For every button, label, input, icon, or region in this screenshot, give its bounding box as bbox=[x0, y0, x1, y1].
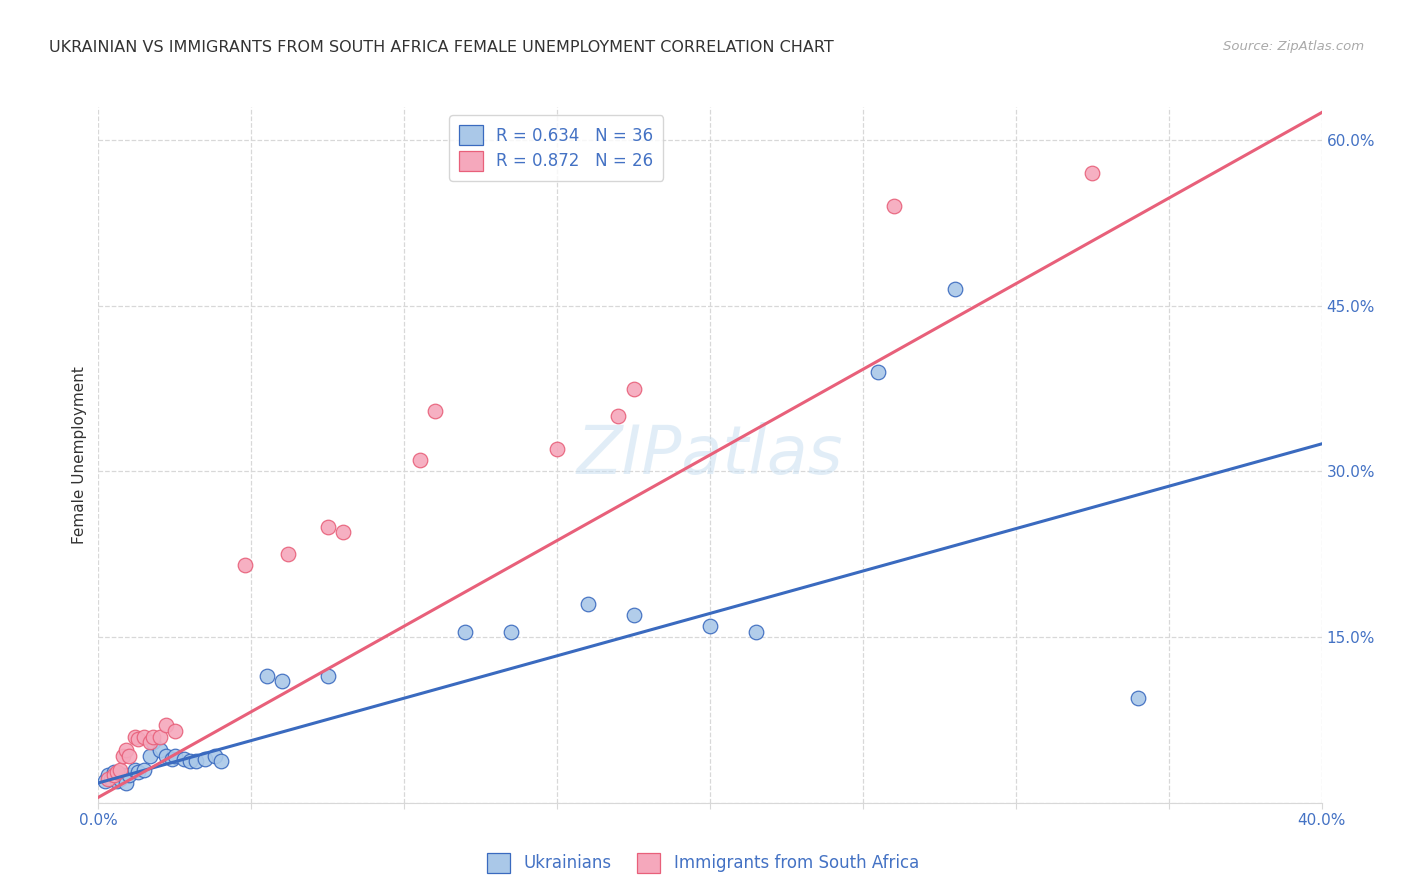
Point bbox=[408, 453, 430, 467]
Legend: Ukrainians, Immigrants from South Africa: Ukrainians, Immigrants from South Africa bbox=[481, 847, 925, 880]
Legend: R = 0.634   N = 36, R = 0.872   N = 26: R = 0.634 N = 36, R = 0.872 N = 26 bbox=[450, 115, 664, 180]
Point bbox=[1081, 166, 1104, 180]
Point bbox=[103, 768, 125, 782]
Point bbox=[943, 282, 966, 296]
Point bbox=[97, 768, 120, 782]
Point bbox=[316, 519, 339, 533]
Point bbox=[277, 547, 299, 561]
Point bbox=[868, 365, 890, 379]
Point bbox=[111, 749, 134, 764]
Point bbox=[100, 772, 122, 786]
Point bbox=[103, 764, 125, 779]
Point bbox=[118, 749, 141, 764]
Text: Source: ZipAtlas.com: Source: ZipAtlas.com bbox=[1223, 40, 1364, 54]
Point bbox=[883, 199, 905, 213]
Point bbox=[194, 751, 217, 765]
Point bbox=[149, 743, 172, 757]
Point bbox=[607, 409, 630, 424]
Point bbox=[127, 731, 149, 746]
Point bbox=[155, 749, 177, 764]
Point bbox=[134, 763, 156, 777]
Point bbox=[108, 763, 131, 777]
Point bbox=[1128, 690, 1150, 705]
Point bbox=[108, 772, 131, 786]
Point bbox=[745, 624, 768, 639]
Point bbox=[142, 730, 165, 744]
Point bbox=[139, 749, 162, 764]
Point bbox=[97, 772, 120, 786]
Point bbox=[332, 525, 354, 540]
Point bbox=[204, 749, 226, 764]
Point bbox=[163, 724, 186, 739]
Point bbox=[546, 442, 568, 457]
Point bbox=[149, 730, 172, 744]
Point bbox=[111, 768, 134, 782]
Point bbox=[127, 764, 149, 779]
Point bbox=[134, 730, 156, 744]
Point bbox=[623, 608, 645, 623]
Point bbox=[142, 735, 165, 749]
Point bbox=[699, 619, 721, 633]
Point bbox=[160, 751, 183, 765]
Point bbox=[124, 763, 146, 777]
Point bbox=[209, 754, 232, 768]
Point bbox=[173, 751, 195, 765]
Point bbox=[501, 624, 523, 639]
Point bbox=[124, 730, 146, 744]
Point bbox=[163, 749, 186, 764]
Point bbox=[105, 773, 128, 788]
Point bbox=[139, 735, 162, 749]
Point bbox=[105, 764, 128, 779]
Point bbox=[179, 754, 201, 768]
Point bbox=[93, 773, 115, 788]
Point bbox=[270, 674, 292, 689]
Point bbox=[316, 669, 339, 683]
Point bbox=[118, 768, 141, 782]
Point bbox=[115, 743, 138, 757]
Point bbox=[623, 382, 645, 396]
Text: ZIPatlas: ZIPatlas bbox=[576, 422, 844, 488]
Point bbox=[454, 624, 477, 639]
Point bbox=[186, 754, 208, 768]
Point bbox=[115, 776, 138, 790]
Point bbox=[423, 403, 446, 417]
Point bbox=[256, 669, 278, 683]
Y-axis label: Female Unemployment: Female Unemployment bbox=[72, 366, 87, 544]
Point bbox=[576, 597, 599, 611]
Point bbox=[155, 718, 177, 732]
Point bbox=[233, 558, 256, 573]
Text: UKRAINIAN VS IMMIGRANTS FROM SOUTH AFRICA FEMALE UNEMPLOYMENT CORRELATION CHART: UKRAINIAN VS IMMIGRANTS FROM SOUTH AFRIC… bbox=[49, 40, 834, 55]
